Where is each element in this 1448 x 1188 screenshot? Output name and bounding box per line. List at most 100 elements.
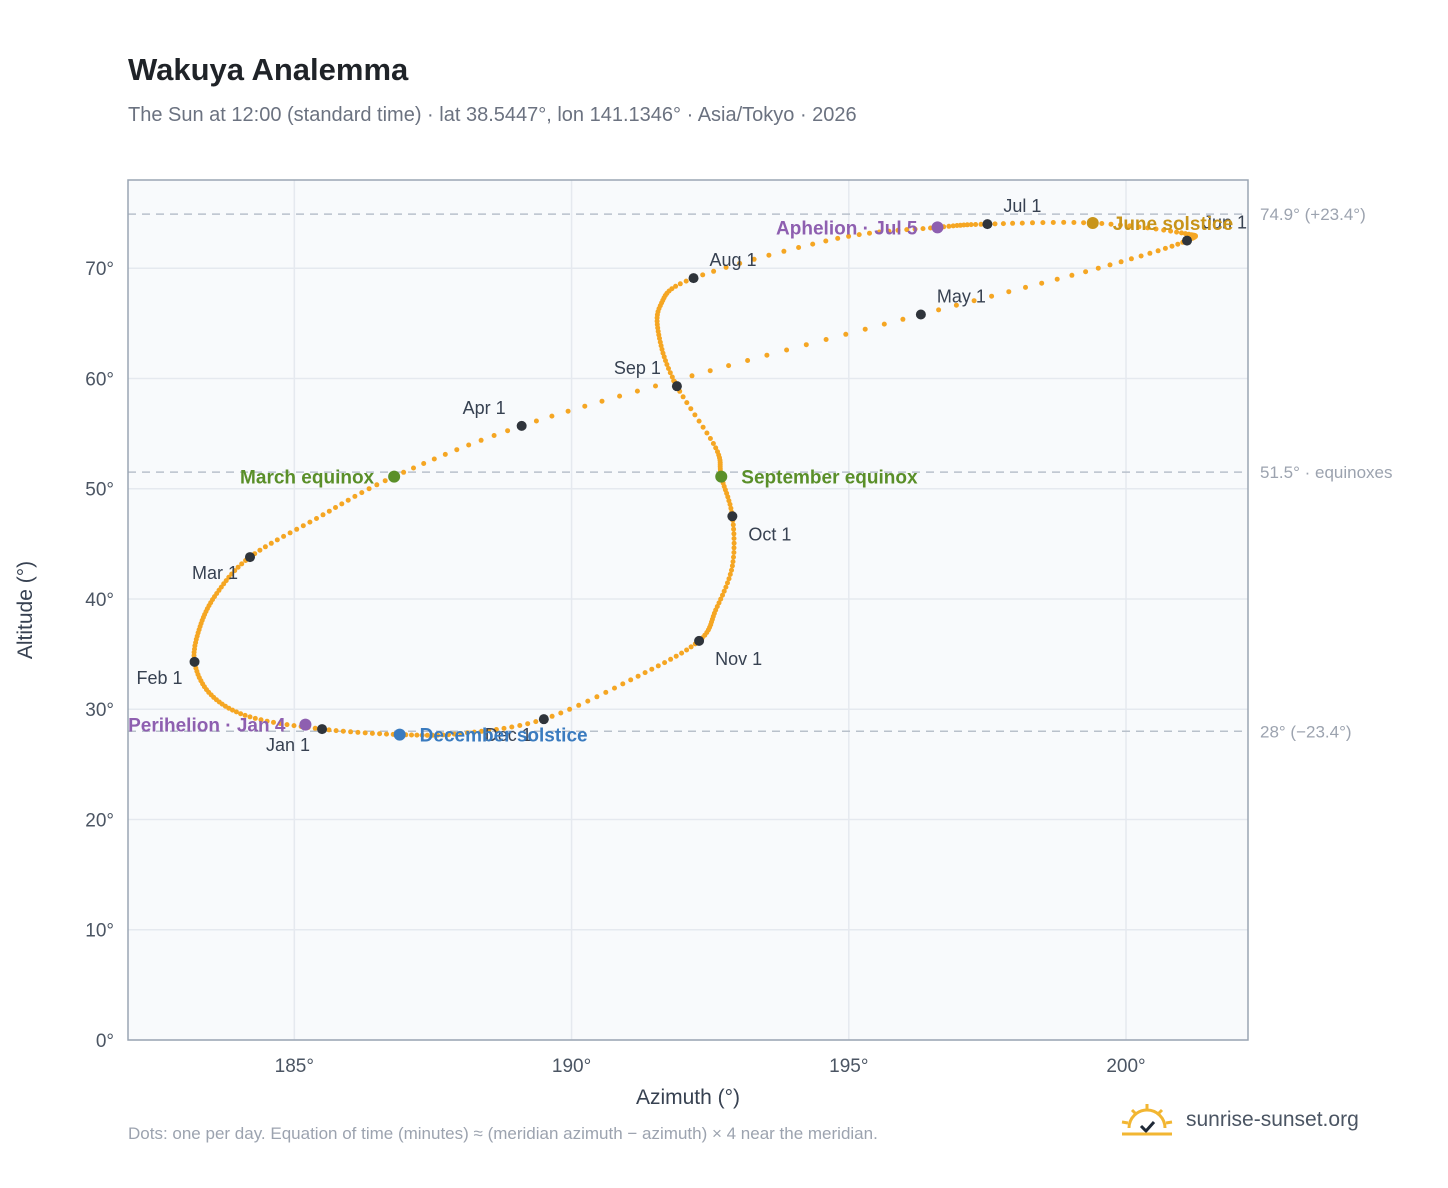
daily-dot (326, 508, 332, 514)
month-label: Oct 1 (748, 524, 791, 544)
event-marker (931, 221, 944, 234)
daily-dot (599, 398, 605, 404)
month-marker (538, 714, 549, 725)
daily-dot (1069, 272, 1075, 278)
daily-dot (664, 362, 670, 367)
daily-dot (683, 278, 689, 284)
daily-dot (264, 718, 270, 724)
daily-dot (867, 230, 872, 236)
daily-dot (661, 354, 667, 360)
daily-dot (585, 698, 591, 704)
daily-dot (689, 373, 695, 379)
daily-dot (953, 302, 959, 308)
daily-dot (525, 721, 531, 727)
event-label: March equinox (240, 468, 375, 489)
daily-dot (284, 722, 290, 728)
daily-dot (730, 559, 736, 565)
month-label: Sep 1 (614, 358, 661, 378)
daily-dot (458, 731, 464, 736)
daily-dot (886, 228, 892, 234)
daily-dot (374, 482, 380, 488)
daily-dot (707, 436, 713, 441)
daily-dot (230, 707, 235, 713)
daily-dot (663, 358, 668, 364)
daily-dot (1117, 222, 1123, 228)
daily-dot (823, 337, 829, 342)
daily-dot (377, 731, 383, 737)
daily-dot (731, 550, 737, 555)
event-marker (1086, 217, 1099, 229)
daily-dot (582, 403, 588, 409)
daily-dot (1010, 220, 1016, 226)
daily-dot (1081, 220, 1087, 226)
daily-dot (713, 445, 719, 451)
daily-dot (688, 406, 694, 412)
daily-dot (1175, 241, 1181, 247)
daily-dot (533, 719, 539, 725)
axis-ticks: 185° 190° 195° 200° 0° 10° 20° 30° 40° 50° 60° 70° (85, 259, 1145, 1077)
daily-dot (731, 531, 737, 537)
daily-dot (1000, 221, 1006, 227)
month-marker (516, 420, 527, 431)
y-tick-label: 10° (85, 921, 114, 942)
daily-dot (1107, 262, 1113, 268)
daily-dot (401, 469, 407, 475)
daily-dot (992, 221, 998, 227)
daily-dot (725, 494, 731, 500)
daily-dot (1162, 245, 1168, 251)
daily-dot (731, 526, 737, 532)
month-label: Feb 1 (137, 668, 183, 688)
daily-dot (731, 545, 737, 551)
daily-dot (339, 501, 345, 507)
daily-dot (642, 670, 648, 676)
x-tick-label: 190° (552, 1056, 591, 1077)
daily-dot (895, 227, 901, 233)
daily-dot (1019, 220, 1025, 226)
daily-dot (300, 523, 306, 529)
daily-dot (662, 660, 668, 666)
daily-dot (478, 437, 484, 443)
daily-dot (268, 540, 274, 546)
month-label: Jul 1 (1003, 196, 1041, 216)
sun-logo-icon (1121, 1104, 1173, 1136)
daily-dot (764, 352, 770, 358)
brand[interactable]: sunrise-sunset.org (1120, 1102, 1359, 1138)
daily-dot (700, 424, 706, 430)
daily-dot (710, 441, 716, 446)
daily-dot (1061, 219, 1067, 225)
daily-dot (1050, 220, 1056, 225)
daily-dot (669, 374, 675, 380)
daily-dot (229, 571, 235, 577)
daily-dot (533, 418, 539, 424)
daily-dot (382, 478, 388, 484)
daily-dot (679, 650, 685, 656)
daily-dot (1182, 231, 1188, 237)
brand-name[interactable]: sunrise-sunset.org (1186, 1108, 1359, 1131)
daily-dot (287, 530, 293, 536)
daily-dot (936, 307, 942, 313)
event-label: September equinox (741, 468, 918, 489)
reference-label: 51.5° · equinoxes (1260, 463, 1393, 482)
daily-dot (862, 326, 868, 332)
daily-dot (429, 732, 435, 738)
daily-dot (294, 526, 300, 532)
daily-dot (1099, 221, 1105, 226)
footer-note: Dots: one per day. Equation of time (min… (128, 1124, 878, 1143)
daily-dot (723, 264, 729, 270)
daily-dot (549, 413, 555, 419)
daily-dot (726, 576, 732, 582)
month-marker (244, 552, 255, 563)
reference-label: 74.9° (+23.4°) (1260, 205, 1366, 224)
daily-dot (307, 519, 313, 525)
daily-dot (954, 223, 960, 228)
daily-dot (946, 223, 952, 229)
daily-dot (781, 248, 787, 254)
month-label: Jun 1 (1203, 213, 1247, 233)
daily-dot (721, 588, 727, 594)
daily-dot (730, 522, 736, 528)
daily-dot (696, 418, 702, 424)
daily-dot (667, 370, 673, 376)
daily-dot (232, 568, 238, 574)
daily-dot (242, 712, 248, 718)
daily-dot (612, 685, 617, 691)
